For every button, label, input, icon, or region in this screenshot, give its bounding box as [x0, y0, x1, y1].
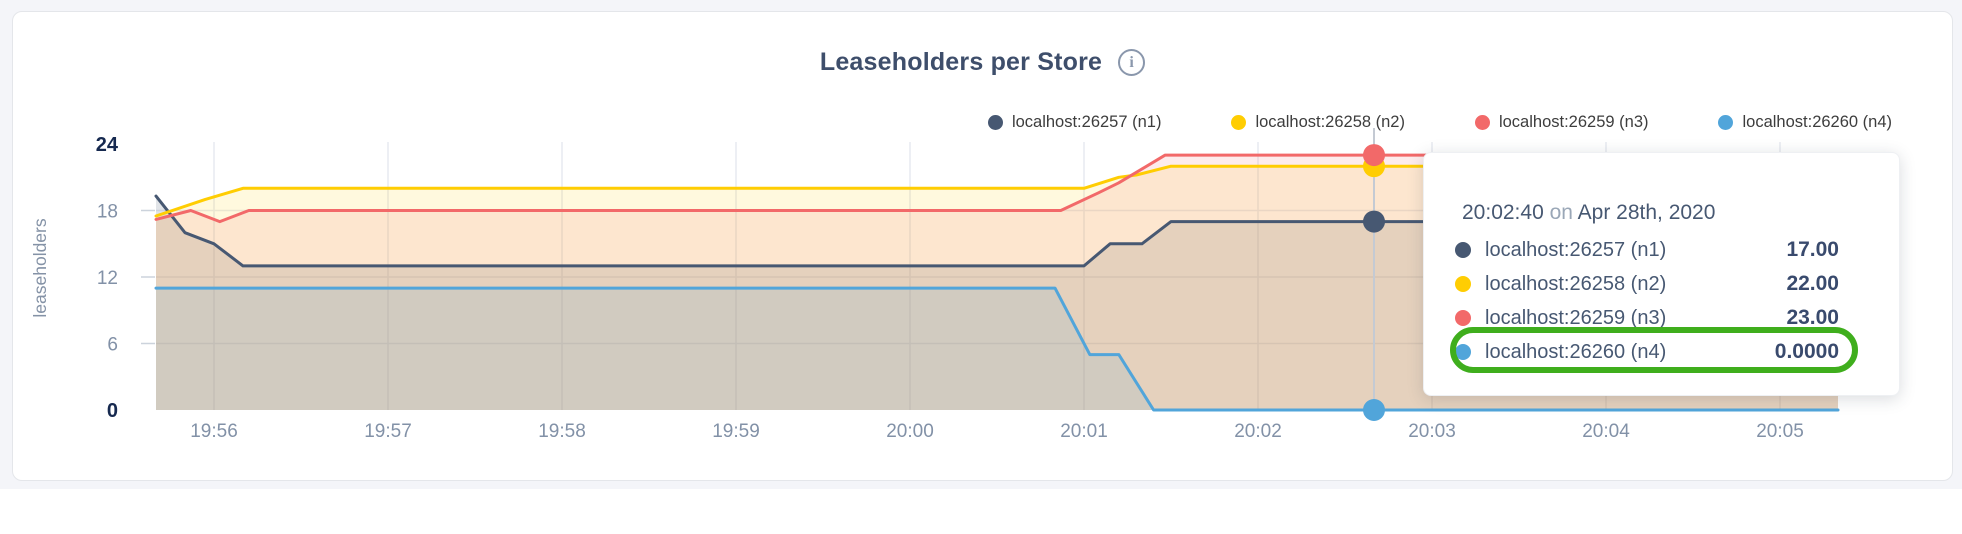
x-axis-tick-label: 19:56 — [190, 421, 238, 442]
tooltip-timestamp: 20:02:40 on Apr 28th, 2020 — [1462, 201, 1715, 225]
tooltip-row-n2: localhost:26258 (n2) 22.00 — [1424, 267, 1899, 301]
legend-item-label: localhost:26260 (n4) — [1742, 113, 1892, 131]
y-axis-tick-label: 24 — [96, 134, 119, 156]
tooltip-series-label: localhost:26257 (n1) — [1485, 238, 1667, 261]
hover-dot-n1 — [1363, 210, 1385, 233]
tooltip-rows: localhost:26257 (n1) 17.00 localhost:26258… — [1424, 233, 1899, 369]
tooltip-series-value: 0.0000 — [1774, 340, 1839, 363]
x-axis-tick-label: 20:05 — [1756, 421, 1804, 442]
hover-dot-n3 — [1363, 144, 1385, 167]
tooltip-series-dot-icon — [1455, 276, 1471, 292]
legend-dot-icon — [1231, 115, 1247, 130]
x-axis-tick-label: 20:02 — [1234, 421, 1282, 442]
tooltip-series-label: localhost:26259 (n3) — [1485, 306, 1667, 329]
chart-legend: localhost:26257 (n1) localhost:26258 (n2)… — [987, 113, 1892, 132]
legend-item-n4[interactable]: localhost:26260 (n4) — [1718, 113, 1892, 132]
y-axis-tick-label: 18 — [97, 202, 118, 223]
series-line-n3 — [154, 153, 1840, 224]
legend-item-label: localhost:26259 (n3) — [1498, 113, 1649, 131]
legend-dot-icon — [1718, 115, 1734, 130]
series-line-n1 — [154, 194, 1840, 268]
legend-dot-icon — [987, 115, 1003, 130]
chart-header: Leaseholders per Store i — [13, 48, 1952, 77]
x-axis-tick-label: 19:58 — [538, 421, 586, 442]
x-axis-tick-label: 20:03 — [1408, 421, 1456, 442]
series-area-n3 — [156, 155, 1838, 410]
tooltip-time: 20:02:40 — [1462, 201, 1544, 224]
tooltip-series-dot-icon — [1455, 310, 1471, 326]
legend-dot-icon — [1474, 115, 1490, 130]
y-axis-title: leaseholders — [30, 218, 50, 317]
tooltip-series-value: 23.00 — [1786, 306, 1839, 329]
x-axis-tick-label: 19:59 — [712, 421, 760, 442]
tooltip-row-n3: localhost:26259 (n3) 23.00 — [1424, 301, 1899, 335]
legend-item-n1[interactable]: localhost:26257 (n1) — [987, 113, 1162, 132]
hover-tooltip: 20:02:40 on Apr 28th, 2020 localhost:262… — [1423, 152, 1900, 396]
info-icon[interactable]: i — [1118, 49, 1146, 76]
y-axis-tick-label: 6 — [107, 335, 118, 356]
legend-item-label: localhost:26258 (n2) — [1255, 113, 1405, 131]
series-line-n4 — [154, 286, 1840, 412]
x-axis-tick-label: 20:00 — [886, 421, 934, 442]
y-axis-tick-label: 12 — [97, 268, 118, 289]
tooltip-on-word: on — [1549, 201, 1573, 224]
x-axis-tick-label: 19:57 — [364, 421, 412, 442]
tooltip-row-n1: localhost:26257 (n1) 17.00 — [1424, 233, 1899, 267]
tooltip-series-label: localhost:26260 (n4) — [1485, 340, 1667, 363]
x-axis-tick-label: 20:04 — [1582, 421, 1630, 442]
tooltip-row-n4: localhost:26260 (n4) 0.0000 — [1424, 335, 1899, 369]
tooltip-series-value: 22.00 — [1786, 272, 1839, 295]
legend-item-label: localhost:26257 (n1) — [1011, 113, 1162, 131]
hover-dot-n4 — [1363, 399, 1385, 421]
series-area-n1 — [156, 196, 1838, 410]
tooltip-series-dot-icon — [1455, 344, 1471, 360]
series-line-n2 — [154, 164, 1840, 218]
y-axis-tick-label: 0 — [107, 400, 118, 422]
tooltip-date: Apr 28th, 2020 — [1577, 201, 1716, 224]
tooltip-series-dot-icon — [1455, 242, 1471, 258]
series-area-n4 — [156, 288, 1838, 410]
tooltip-series-value: 17.00 — [1786, 238, 1839, 261]
chart-title: Leaseholders per Store — [819, 48, 1103, 76]
tooltip-series-label: localhost:26258 (n2) — [1485, 272, 1667, 295]
legend-item-n3[interactable]: localhost:26259 (n3) — [1474, 113, 1649, 132]
legend-item-n2[interactable]: localhost:26258 (n2) — [1231, 113, 1405, 132]
x-axis-tick-label: 20:01 — [1060, 421, 1108, 442]
